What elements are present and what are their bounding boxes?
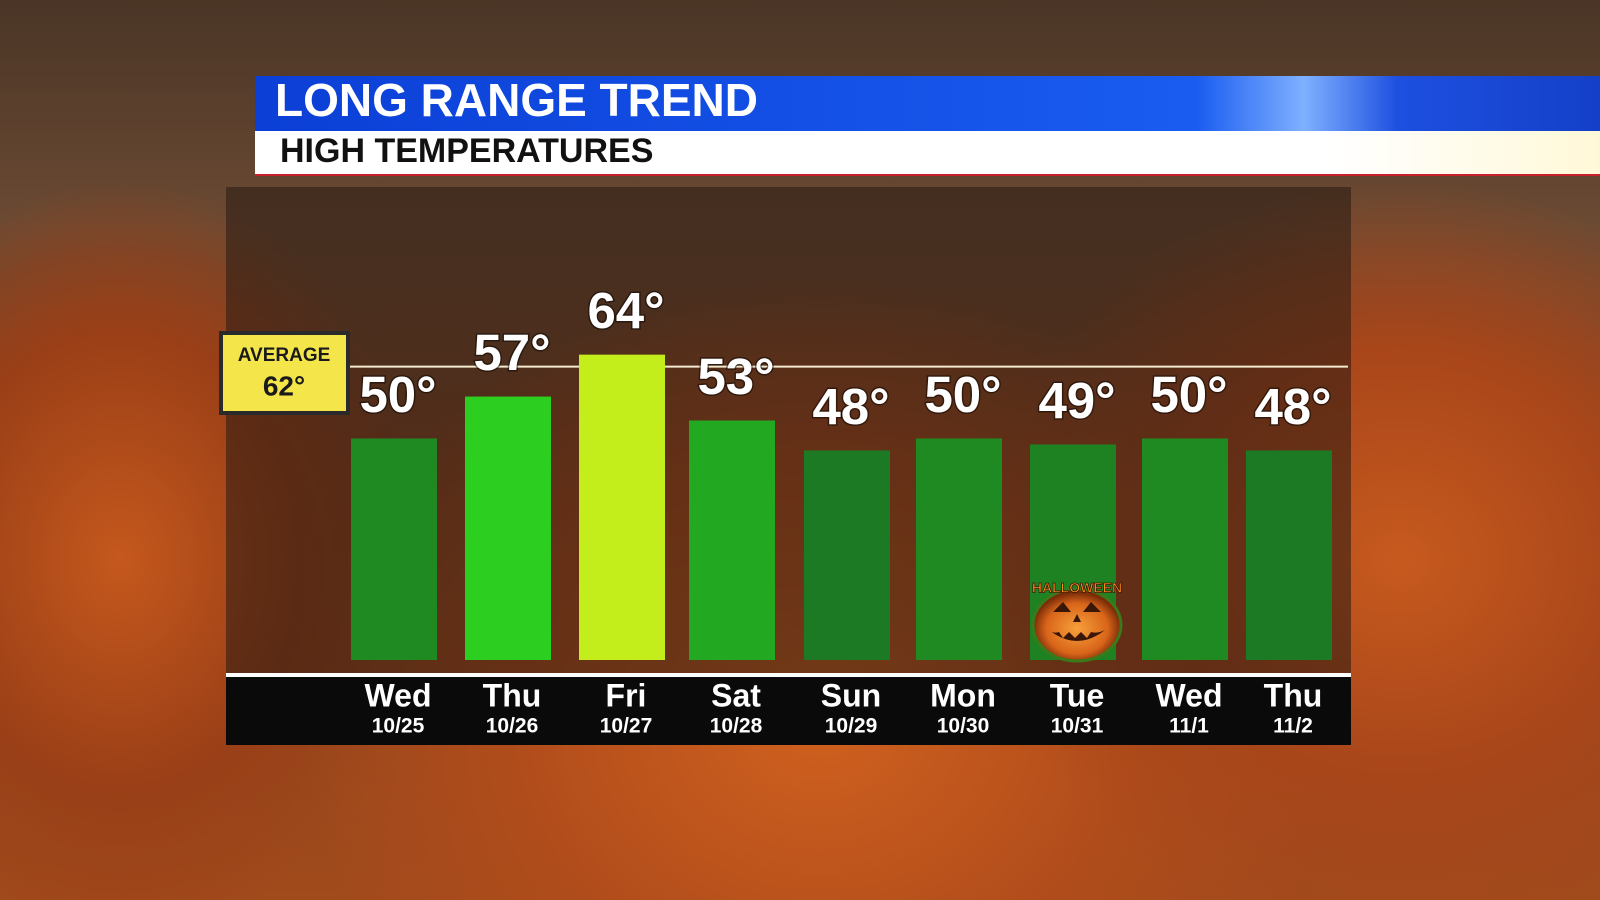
value-label: 53° (697, 348, 774, 405)
date-label: 10/30 (937, 715, 990, 738)
value-label: 50° (1150, 366, 1227, 423)
bar (1246, 450, 1332, 660)
bar (579, 354, 665, 660)
day-label: Thu (483, 677, 542, 713)
pumpkin-face (1049, 602, 1105, 641)
date-label: 10/27 (600, 715, 653, 738)
date-label: 10/31 (1051, 715, 1104, 738)
value-label: 64° (587, 282, 664, 339)
day-label: Wed (1156, 677, 1223, 713)
title-bar (255, 76, 1600, 131)
subtitle-bar (255, 131, 1600, 175)
bar (1142, 438, 1228, 660)
day-label: Wed (365, 677, 432, 713)
pumpkin (1031, 587, 1123, 663)
date-label: 10/29 (825, 715, 878, 738)
value-label: 50° (359, 366, 436, 423)
label-strip (226, 675, 1351, 745)
date-label: 10/25 (372, 715, 425, 738)
day-label: Fri (606, 677, 647, 713)
bar (351, 438, 437, 660)
date-label: 11/1 (1169, 715, 1209, 738)
day-label: Sat (711, 677, 761, 713)
halloween-text: HALLOWEEN (1032, 580, 1122, 596)
bar (465, 396, 551, 660)
chart-subtitle: HIGH TEMPERATURES (280, 132, 653, 170)
bar (916, 438, 1002, 660)
value-label: 57° (473, 324, 550, 381)
bar (804, 450, 890, 660)
value-label: 49° (1038, 372, 1115, 429)
average-box (219, 331, 350, 415)
date-label: 11/2 (1273, 715, 1313, 738)
value-label: 48° (1254, 378, 1331, 435)
date-label: 10/28 (710, 715, 763, 738)
average-value: 62° (263, 370, 305, 401)
average-title: AVERAGE (238, 345, 331, 366)
day-label: Thu (1264, 677, 1323, 713)
bar (689, 420, 775, 660)
day-label: Sun (821, 677, 881, 713)
chart-title: LONG RANGE TREND (275, 74, 758, 126)
day-label: Tue (1050, 677, 1105, 713)
value-label: 48° (812, 378, 889, 435)
day-label: Mon (930, 677, 996, 713)
date-label: 10/26 (486, 715, 539, 738)
value-label: 50° (924, 366, 1001, 423)
halloween-icon: HALLOWEEN (1031, 579, 1123, 663)
